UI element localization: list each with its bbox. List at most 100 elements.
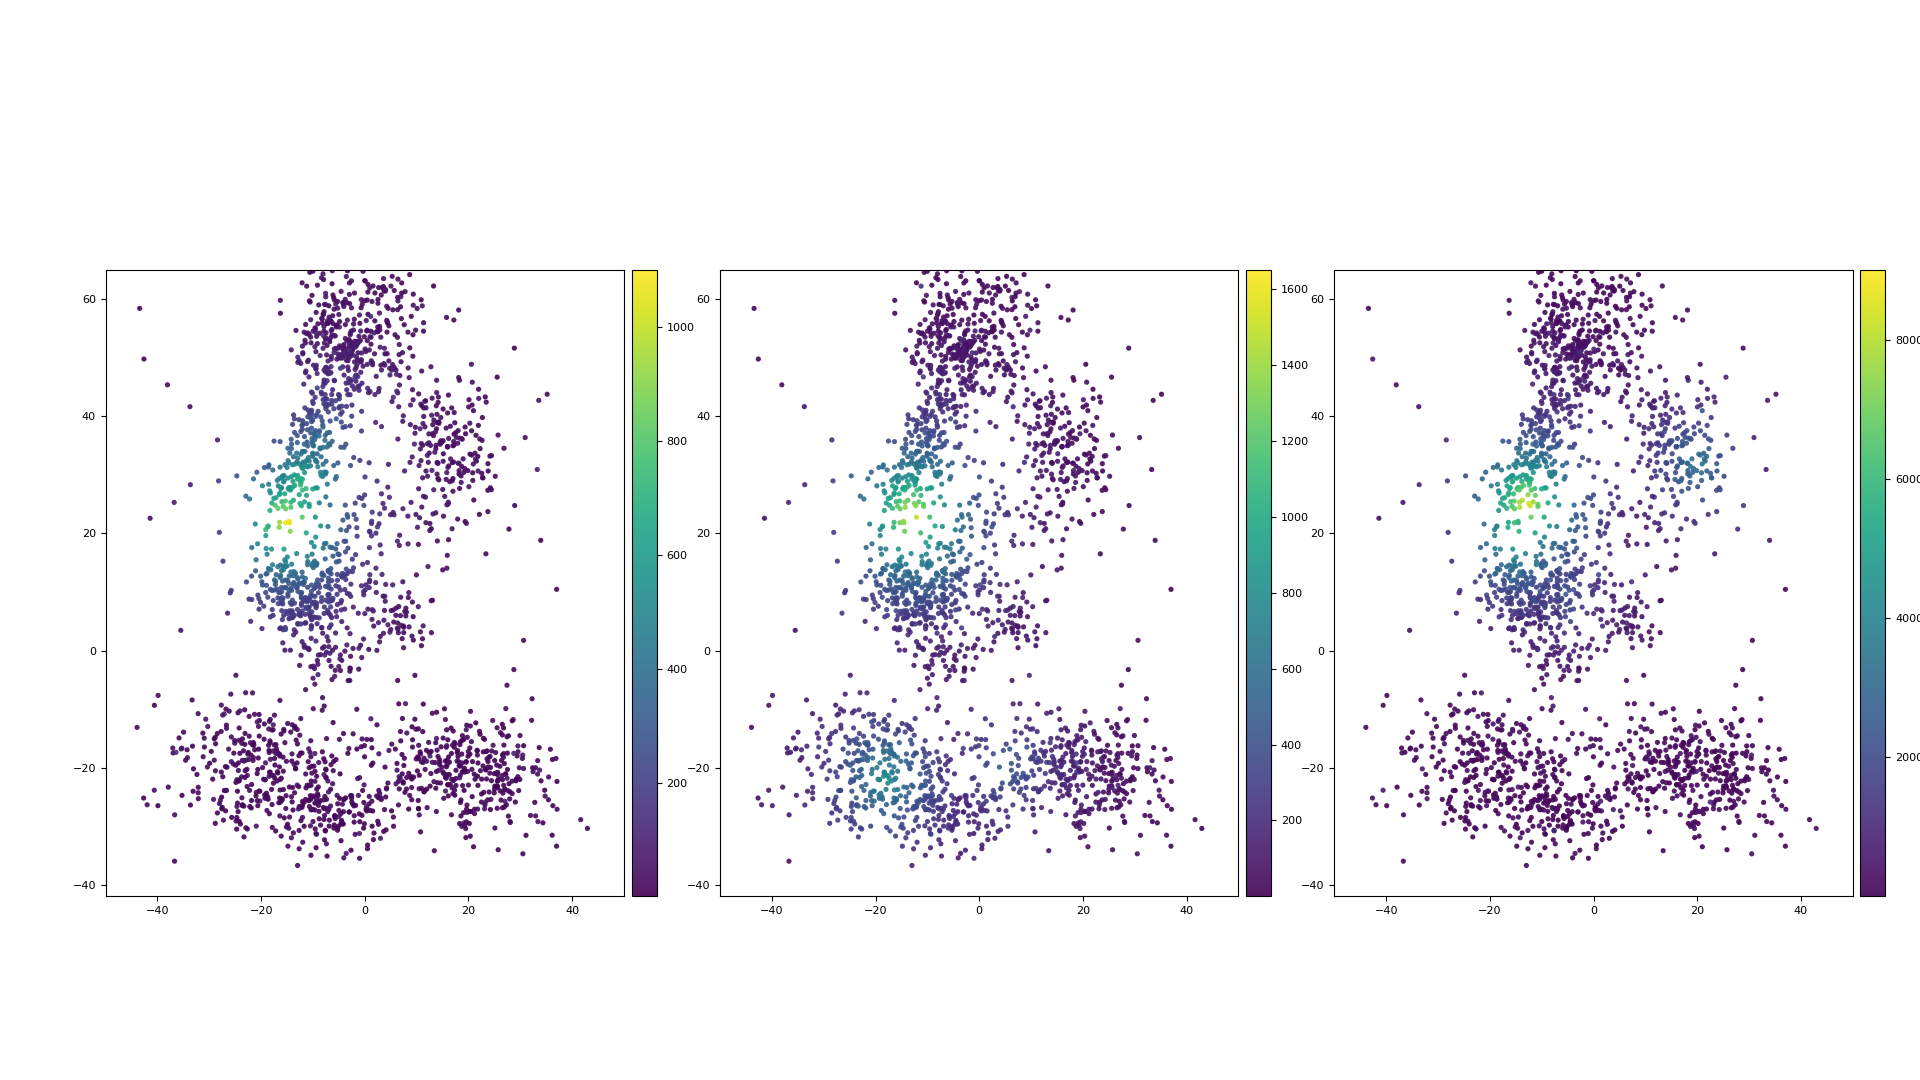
Point: [1538, 698, 1569, 715]
Point: [305, 593, 336, 610]
Point: [1092, 737, 1123, 754]
Point: [1530, 555, 1561, 572]
Point: [1066, 796, 1096, 813]
Point: [927, 360, 958, 377]
Point: [1559, 643, 1590, 660]
Point: [286, 799, 317, 816]
Point: [1513, 606, 1544, 623]
Point: [432, 496, 463, 513]
Point: [985, 282, 1016, 299]
Point: [1492, 765, 1523, 782]
Point: [1555, 568, 1586, 585]
Point: [267, 792, 298, 809]
Point: [1636, 499, 1667, 516]
Point: [1636, 617, 1667, 634]
Point: [294, 496, 324, 513]
Point: [1524, 419, 1555, 436]
Point: [897, 777, 927, 794]
Point: [463, 800, 493, 818]
Point: [300, 424, 330, 442]
Point: [1087, 758, 1117, 775]
Point: [384, 796, 415, 813]
Point: [876, 737, 906, 754]
Point: [1453, 771, 1484, 788]
Point: [1043, 401, 1073, 418]
Point: [925, 535, 956, 552]
Point: [1404, 476, 1434, 494]
Point: [1661, 559, 1692, 577]
Point: [977, 383, 1008, 401]
Point: [1530, 789, 1561, 807]
Point: [856, 792, 887, 809]
Point: [943, 849, 973, 866]
Point: [1133, 764, 1164, 781]
Point: [956, 335, 987, 352]
Point: [250, 715, 280, 732]
Point: [835, 821, 866, 838]
Point: [1603, 318, 1634, 335]
Point: [380, 775, 411, 793]
Point: [1634, 420, 1665, 437]
Point: [267, 634, 298, 651]
Point: [399, 322, 430, 339]
Point: [424, 751, 455, 768]
Point: [948, 332, 979, 349]
Point: [1632, 751, 1663, 768]
Point: [1507, 448, 1538, 465]
Point: [1651, 742, 1682, 759]
Point: [263, 765, 294, 782]
Point: [323, 293, 353, 310]
Point: [1135, 794, 1165, 811]
Point: [1428, 729, 1459, 746]
Point: [296, 618, 326, 635]
Point: [1507, 801, 1538, 819]
Point: [1680, 804, 1711, 821]
Point: [152, 376, 182, 393]
Point: [1041, 433, 1071, 450]
Point: [1043, 789, 1073, 807]
Point: [419, 444, 449, 461]
Point: [1505, 468, 1536, 485]
Point: [1601, 313, 1632, 330]
Point: [1436, 706, 1467, 724]
Point: [914, 821, 945, 838]
Point: [1534, 269, 1565, 286]
Point: [1630, 751, 1661, 768]
Point: [1551, 658, 1582, 675]
Point: [309, 638, 340, 656]
Point: [925, 363, 956, 380]
Point: [939, 815, 970, 833]
Point: [1542, 638, 1572, 656]
Point: [296, 603, 326, 620]
Point: [998, 696, 1029, 713]
Point: [1496, 748, 1526, 766]
Point: [1592, 291, 1622, 308]
Point: [1582, 455, 1613, 472]
Point: [524, 761, 555, 779]
Point: [378, 507, 409, 524]
Point: [1046, 309, 1077, 326]
Point: [883, 473, 914, 490]
Point: [895, 322, 925, 339]
Point: [265, 485, 296, 502]
Point: [301, 825, 332, 842]
Point: [342, 527, 372, 544]
Point: [342, 701, 372, 718]
Point: [353, 455, 384, 472]
Point: [931, 262, 962, 280]
Point: [1501, 549, 1532, 566]
Point: [1582, 384, 1613, 402]
Point: [1699, 393, 1730, 410]
Point: [1586, 739, 1617, 756]
Point: [365, 505, 396, 523]
Point: [785, 752, 816, 769]
Point: [1720, 770, 1751, 787]
Point: [1046, 546, 1077, 564]
Point: [298, 545, 328, 563]
Point: [447, 450, 478, 468]
Point: [1430, 805, 1461, 822]
Point: [1576, 631, 1607, 648]
Point: [877, 595, 908, 612]
Point: [365, 789, 396, 807]
Point: [436, 450, 467, 468]
